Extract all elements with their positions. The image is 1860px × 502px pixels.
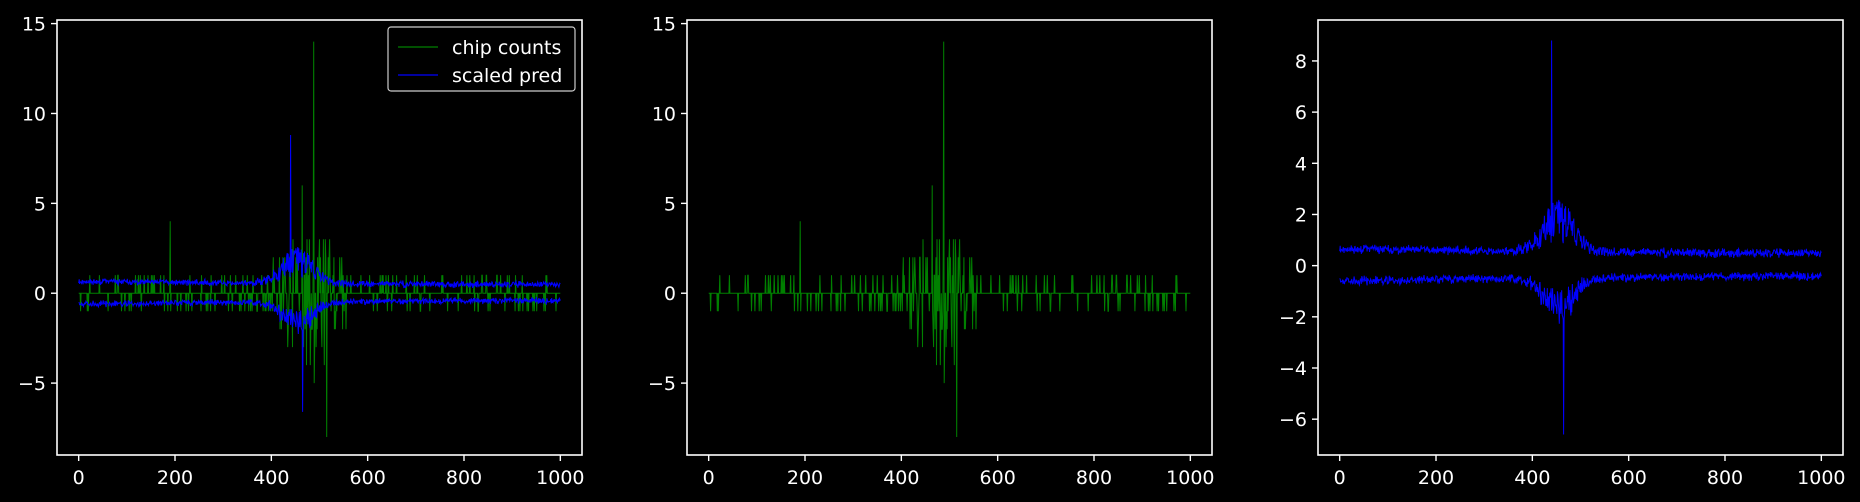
- x-tick-label: 200: [1418, 467, 1454, 489]
- chart-panel-3: 0 200 400 600 800 1000 −6 −4 −2 0 2 4 6 8: [1279, 19, 1846, 489]
- series-line-scaled-pred-lower: [78, 296, 561, 412]
- y-tick-label: 6: [1295, 102, 1307, 124]
- y-tick-label: 4: [1295, 153, 1307, 175]
- plot-area: [78, 41, 561, 438]
- plot-area: [708, 41, 1191, 438]
- y-tick-label: 15: [652, 14, 676, 36]
- x-tick-label: 800: [446, 467, 482, 489]
- legend: chip counts scaled pred: [387, 26, 576, 92]
- y-tick-label: 0: [34, 283, 46, 305]
- plot-area: [1339, 40, 1822, 435]
- chart-panel-2: 0 200 400 600 800 1000 −5 0 5 10 15: [648, 14, 1215, 489]
- series-line-scaled-pred-upper: [1339, 40, 1822, 259]
- legend-label: scaled pred: [452, 65, 562, 87]
- x-tick-label: 400: [883, 467, 919, 489]
- x-tick-label: 1000: [536, 467, 584, 489]
- y-tick-label: 0: [664, 283, 676, 305]
- y-tick-label: −6: [1279, 409, 1307, 431]
- x-tick-label: 800: [1076, 467, 1112, 489]
- x-tick-label: 600: [1611, 467, 1647, 489]
- y-tick-label: 10: [22, 103, 46, 125]
- axes-frame: [56, 19, 583, 456]
- axes-frame: [1317, 19, 1844, 456]
- series-line-scaled-pred-lower: [1339, 271, 1822, 435]
- series-line-chip-counts: [708, 41, 1191, 438]
- chart-panel-1: 0 200 400 600 800 1000 −5 0 5 10 15 chip counts scal…: [18, 14, 585, 489]
- y-tick-label: 15: [22, 14, 46, 36]
- y-tick-label: 0: [1295, 256, 1307, 278]
- y-tick-label: 5: [34, 193, 46, 215]
- x-tick-label: 1000: [1166, 467, 1214, 489]
- x-tick-label: 600: [980, 467, 1016, 489]
- x-tick-label: 0: [73, 467, 85, 489]
- y-tick-label: −5: [18, 373, 46, 395]
- x-tick-label: 800: [1707, 467, 1743, 489]
- y-tick-label: −4: [1279, 358, 1307, 380]
- y-tick-label: −2: [1279, 307, 1307, 329]
- y-tick-label: 10: [652, 103, 676, 125]
- x-tick-label: 1000: [1797, 467, 1845, 489]
- series-line-chip-counts: [78, 41, 561, 438]
- y-tick-label: 2: [1295, 204, 1307, 226]
- y-tick-label: 5: [664, 193, 676, 215]
- x-tick-label: 400: [1514, 467, 1550, 489]
- x-tick-label: 400: [253, 467, 289, 489]
- axes-frame: [686, 19, 1213, 456]
- legend-label: chip counts: [452, 37, 561, 59]
- x-tick-label: 600: [350, 467, 386, 489]
- y-tick-label: 8: [1295, 51, 1307, 73]
- x-tick-label: 0: [1334, 467, 1346, 489]
- series-line-scaled-pred-upper: [78, 134, 561, 290]
- x-tick-label: 200: [787, 467, 823, 489]
- y-tick-label: −5: [648, 373, 676, 395]
- x-tick-label: 0: [703, 467, 715, 489]
- x-tick-label: 200: [157, 467, 193, 489]
